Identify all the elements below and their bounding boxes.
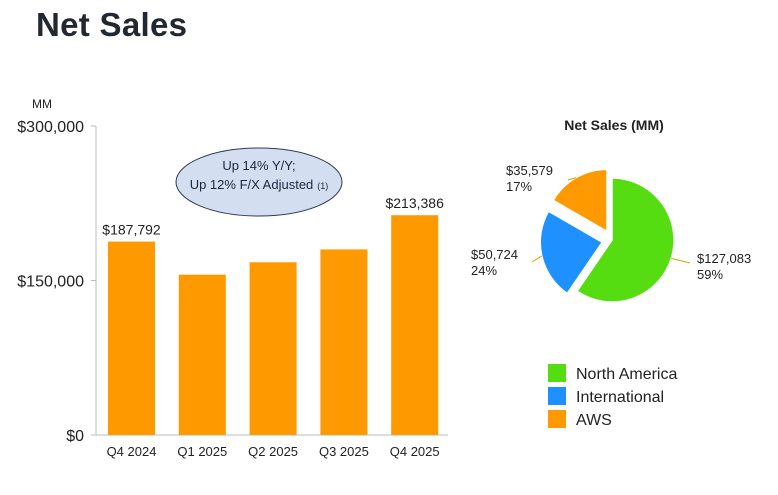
bar-data-label: $213,386 (385, 195, 444, 211)
x-tick-label: Q1 2025 (177, 444, 227, 459)
x-tick-label: Q4 2024 (107, 444, 157, 459)
y-tick-label: $150,000 (17, 274, 84, 291)
pie-leader-line (671, 257, 691, 264)
bar (391, 215, 439, 435)
pie-percent-label: 17% (506, 179, 532, 194)
x-tick-label: Q3 2025 (319, 444, 369, 459)
legend-swatch (548, 410, 566, 428)
bar (108, 241, 155, 435)
pie-value-label: $127,083 (697, 251, 751, 266)
bar-data-label: $187,792 (102, 222, 161, 238)
pie-leader-line (567, 177, 577, 181)
x-tick-label: Q4 2025 (390, 444, 440, 459)
bar (320, 249, 368, 435)
growth-callout: Up 14% Y/Y; Up 12% F/X Adjusted (1) (175, 147, 343, 217)
bar (178, 274, 226, 435)
callout-footnote: (1) (317, 181, 328, 191)
pie-percent-label: 59% (697, 267, 723, 282)
legend-label: International (576, 389, 664, 406)
pie-slice (539, 210, 604, 295)
pie-slice (575, 177, 675, 303)
bar-chart: MM $0 $150,000 $300,000 $187,792 $213,386 Q… (17, 97, 448, 459)
callout-line-1: Up 14% Y/Y; (222, 158, 295, 173)
y-tick-label: $0 (66, 428, 84, 445)
legend-label: AWS (576, 412, 612, 429)
callout-ellipse (175, 147, 343, 217)
legend-swatch (548, 387, 566, 405)
pie-percent-label: 24% (471, 263, 497, 278)
y-axis-unit-label: MM (32, 97, 52, 111)
pie-leader-line (531, 255, 543, 263)
pie-title: Net Sales (MM) (564, 117, 664, 133)
legend-label: North America (576, 366, 677, 383)
callout-line-2: Up 12% F/X Adjusted (1) (190, 177, 329, 192)
bar (249, 262, 297, 435)
y-tick-label: $300,000 (17, 119, 84, 136)
page-title: Net Sales (36, 6, 188, 43)
callout-line-2-text: Up 12% F/X Adjusted (190, 177, 314, 192)
legend-swatch (548, 364, 566, 382)
x-tick-label: Q2 2025 (248, 444, 298, 459)
pie-value-label: $35,579 (506, 163, 553, 178)
pie-value-label: $50,724 (471, 247, 518, 262)
